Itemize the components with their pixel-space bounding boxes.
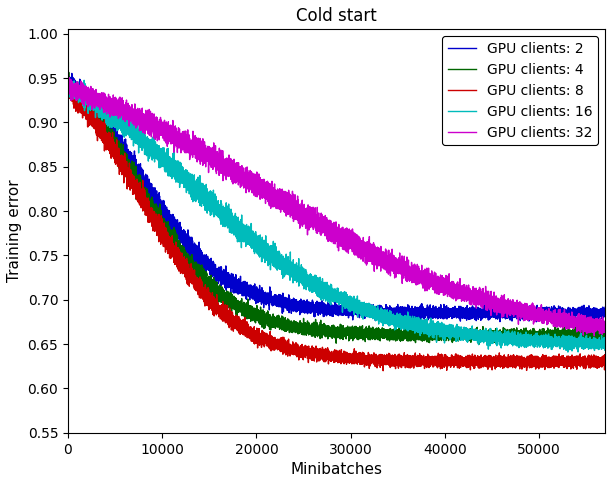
GPU clients: 4: (2.21e+04, 0.671): 4: (2.21e+04, 0.671) bbox=[272, 322, 280, 328]
GPU clients: 2: (0, 0.958): 2: (0, 0.958) bbox=[64, 68, 72, 74]
GPU clients: 16: (50, 0.948): 16: (50, 0.948) bbox=[65, 77, 72, 83]
GPU clients: 2: (1.42e+04, 0.748): 2: (1.42e+04, 0.748) bbox=[198, 254, 205, 260]
GPU clients: 16: (2.21e+04, 0.744): 16: (2.21e+04, 0.744) bbox=[272, 258, 280, 264]
GPU clients: 2: (2.21e+04, 0.701): 2: (2.21e+04, 0.701) bbox=[272, 296, 280, 302]
Line: GPU clients: 16: GPU clients: 16 bbox=[68, 80, 605, 352]
GPU clients: 8: (0, 0.932): 8: (0, 0.932) bbox=[64, 91, 72, 97]
GPU clients: 32: (4.8e+04, 0.692): 32: (4.8e+04, 0.692) bbox=[517, 304, 524, 310]
GPU clients: 16: (1.42e+04, 0.812): 16: (1.42e+04, 0.812) bbox=[198, 197, 205, 203]
GPU clients: 2: (2.16e+04, 0.702): 2: (2.16e+04, 0.702) bbox=[268, 296, 275, 302]
Legend: GPU clients: 2, GPU clients: 4, GPU clients: 8, GPU clients: 16, GPU clients: 32: GPU clients: 2, GPU clients: 4, GPU clie… bbox=[442, 36, 598, 145]
GPU clients: 16: (5.7e+04, 0.652): 16: (5.7e+04, 0.652) bbox=[602, 339, 609, 345]
GPU clients: 16: (2.61e+04, 0.712): 16: (2.61e+04, 0.712) bbox=[310, 286, 317, 292]
GPU clients: 2: (5.7e+04, 0.691): 2: (5.7e+04, 0.691) bbox=[602, 304, 609, 310]
GPU clients: 4: (4.67e+04, 0.65): 4: (4.67e+04, 0.65) bbox=[504, 342, 512, 348]
GPU clients: 32: (140, 0.95): 32: (140, 0.95) bbox=[65, 75, 73, 81]
GPU clients: 2: (5.23e+04, 0.675): 2: (5.23e+04, 0.675) bbox=[558, 319, 565, 325]
Title: Cold start: Cold start bbox=[296, 7, 377, 25]
GPU clients: 4: (2.61e+04, 0.665): 4: (2.61e+04, 0.665) bbox=[310, 328, 317, 333]
GPU clients: 16: (4.8e+04, 0.658): 16: (4.8e+04, 0.658) bbox=[517, 334, 524, 340]
GPU clients: 32: (3.51e+04, 0.743): 32: (3.51e+04, 0.743) bbox=[395, 259, 402, 265]
GPU clients: 8: (2.61e+04, 0.641): 8: (2.61e+04, 0.641) bbox=[310, 349, 317, 355]
GPU clients: 8: (2.21e+04, 0.653): 8: (2.21e+04, 0.653) bbox=[272, 339, 280, 345]
GPU clients: 2: (4.8e+04, 0.689): 2: (4.8e+04, 0.689) bbox=[517, 307, 524, 313]
GPU clients: 4: (80, 0.957): 4: (80, 0.957) bbox=[65, 69, 72, 75]
X-axis label: Minibatches: Minibatches bbox=[291, 462, 382, 477]
GPU clients: 16: (3.51e+04, 0.679): 16: (3.51e+04, 0.679) bbox=[395, 315, 402, 321]
GPU clients: 32: (5.7e+04, 0.671): 32: (5.7e+04, 0.671) bbox=[602, 322, 609, 328]
GPU clients: 8: (2.16e+04, 0.652): 8: (2.16e+04, 0.652) bbox=[268, 339, 275, 345]
GPU clients: 4: (5.7e+04, 0.661): 4: (5.7e+04, 0.661) bbox=[602, 332, 609, 337]
GPU clients: 4: (1.42e+04, 0.728): 4: (1.42e+04, 0.728) bbox=[198, 272, 205, 278]
GPU clients: 2: (3.51e+04, 0.685): 2: (3.51e+04, 0.685) bbox=[395, 311, 402, 317]
GPU clients: 32: (2.21e+04, 0.815): 32: (2.21e+04, 0.815) bbox=[272, 195, 280, 201]
GPU clients: 8: (3.34e+04, 0.62): 8: (3.34e+04, 0.62) bbox=[379, 368, 387, 374]
GPU clients: 8: (4.8e+04, 0.633): 8: (4.8e+04, 0.633) bbox=[517, 356, 524, 362]
GPU clients: 4: (0, 0.938): 4: (0, 0.938) bbox=[64, 86, 72, 92]
GPU clients: 32: (0, 0.937): 32: (0, 0.937) bbox=[64, 87, 72, 93]
Line: GPU clients: 4: GPU clients: 4 bbox=[68, 72, 605, 345]
GPU clients: 4: (3.51e+04, 0.664): 4: (3.51e+04, 0.664) bbox=[395, 329, 402, 335]
GPU clients: 16: (0, 0.933): 16: (0, 0.933) bbox=[64, 90, 72, 96]
GPU clients: 8: (5.7e+04, 0.628): 8: (5.7e+04, 0.628) bbox=[602, 361, 609, 367]
GPU clients: 8: (210, 0.948): 8: (210, 0.948) bbox=[66, 77, 73, 83]
Line: GPU clients: 32: GPU clients: 32 bbox=[68, 78, 605, 336]
GPU clients: 4: (4.8e+04, 0.661): 4: (4.8e+04, 0.661) bbox=[517, 332, 524, 337]
GPU clients: 4: (2.16e+04, 0.68): 4: (2.16e+04, 0.68) bbox=[268, 315, 275, 320]
GPU clients: 8: (1.42e+04, 0.711): 8: (1.42e+04, 0.711) bbox=[198, 287, 205, 293]
GPU clients: 32: (1.42e+04, 0.862): 32: (1.42e+04, 0.862) bbox=[198, 153, 205, 159]
GPU clients: 16: (2.16e+04, 0.755): 16: (2.16e+04, 0.755) bbox=[268, 248, 275, 254]
Y-axis label: Training error: Training error bbox=[7, 180, 22, 282]
Line: GPU clients: 2: GPU clients: 2 bbox=[68, 71, 605, 322]
GPU clients: 32: (2.61e+04, 0.795): 32: (2.61e+04, 0.795) bbox=[310, 212, 317, 218]
Line: GPU clients: 8: GPU clients: 8 bbox=[68, 80, 605, 371]
GPU clients: 16: (5.31e+04, 0.641): 16: (5.31e+04, 0.641) bbox=[564, 349, 572, 355]
GPU clients: 32: (2.16e+04, 0.822): 32: (2.16e+04, 0.822) bbox=[268, 188, 275, 194]
GPU clients: 32: (5.59e+04, 0.659): 32: (5.59e+04, 0.659) bbox=[591, 333, 598, 339]
GPU clients: 2: (2.6e+04, 0.694): 2: (2.6e+04, 0.694) bbox=[310, 302, 317, 308]
GPU clients: 8: (3.51e+04, 0.636): 8: (3.51e+04, 0.636) bbox=[395, 353, 402, 359]
